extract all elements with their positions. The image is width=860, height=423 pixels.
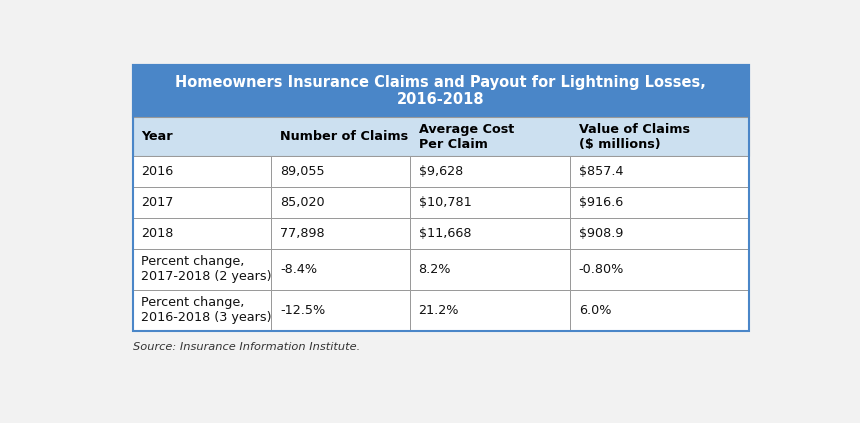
Text: 2018: 2018 (142, 227, 174, 240)
Text: 2016: 2016 (142, 165, 174, 178)
Text: Percent change,
2017-2018 (2 years): Percent change, 2017-2018 (2 years) (142, 255, 272, 283)
Bar (410, 187, 570, 218)
Text: $857.4: $857.4 (579, 165, 624, 178)
Text: Average Cost
Per Claim: Average Cost Per Claim (419, 123, 514, 151)
Bar (132, 66, 749, 117)
Text: -12.5%: -12.5% (280, 304, 325, 317)
Text: 89,055: 89,055 (280, 165, 325, 178)
Text: 21.2%: 21.2% (419, 304, 459, 317)
Text: 77,898: 77,898 (280, 227, 325, 240)
Bar (272, 249, 410, 290)
Bar (272, 218, 410, 249)
Text: 85,020: 85,020 (280, 196, 325, 209)
Bar (272, 187, 410, 218)
Bar (272, 157, 410, 187)
Bar (410, 218, 570, 249)
Text: $10,781: $10,781 (419, 196, 471, 209)
Text: $9,628: $9,628 (419, 165, 463, 178)
Text: $11,668: $11,668 (419, 227, 471, 240)
Bar (132, 66, 749, 331)
Text: Source: Insurance Information Institute.: Source: Insurance Information Institute. (132, 342, 360, 352)
Text: Number of Claims: Number of Claims (280, 130, 408, 143)
Bar (132, 249, 272, 290)
Text: -8.4%: -8.4% (280, 263, 317, 276)
Bar (410, 249, 570, 290)
Bar (410, 290, 570, 331)
Text: Year: Year (142, 130, 173, 143)
Bar (132, 117, 749, 157)
Text: 2017: 2017 (142, 196, 174, 209)
Text: 8.2%: 8.2% (419, 263, 452, 276)
Text: Value of Claims
($ millions): Value of Claims ($ millions) (579, 123, 690, 151)
Text: $908.9: $908.9 (579, 227, 624, 240)
Bar (570, 290, 749, 331)
Text: 6.0%: 6.0% (579, 304, 611, 317)
Bar (570, 157, 749, 187)
Text: Homeowners Insurance Claims and Payout for Lightning Losses,
2016-2018: Homeowners Insurance Claims and Payout f… (175, 75, 706, 107)
Text: $916.6: $916.6 (579, 196, 623, 209)
Text: -0.80%: -0.80% (579, 263, 624, 276)
Bar (272, 290, 410, 331)
Bar (570, 218, 749, 249)
Text: Percent change,
2016-2018 (3 years): Percent change, 2016-2018 (3 years) (142, 297, 272, 324)
Bar (132, 187, 272, 218)
Bar (132, 290, 272, 331)
Bar (132, 218, 272, 249)
Bar (570, 249, 749, 290)
Bar (570, 187, 749, 218)
Bar (410, 157, 570, 187)
Bar (132, 157, 272, 187)
